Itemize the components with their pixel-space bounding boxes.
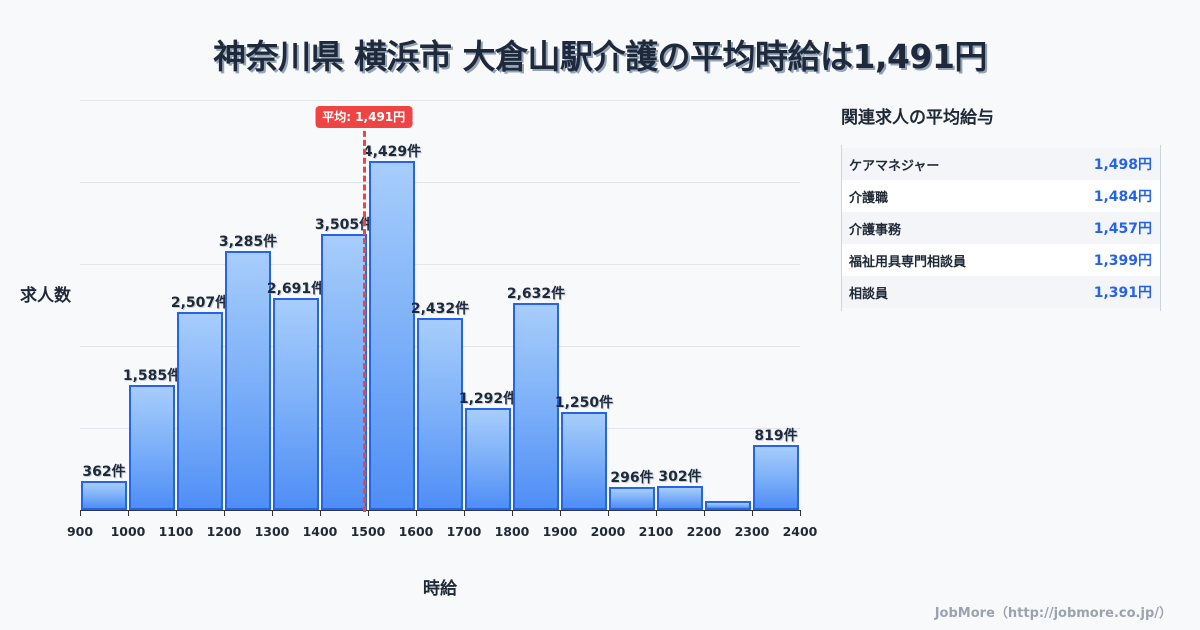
x-tick-label: 1100 <box>158 524 194 539</box>
related-job-row[interactable]: 相談員 1,391円 <box>842 276 1160 308</box>
x-tick-label: 1900 <box>542 524 578 539</box>
bar-value-label: 3,505件 <box>314 216 374 233</box>
x-tick <box>800 510 801 516</box>
histogram-bar[interactable] <box>225 251 271 510</box>
histogram-bar[interactable] <box>561 411 607 510</box>
x-tick-label: 2200 <box>686 524 722 539</box>
x-tick-label: 1600 <box>398 524 434 539</box>
x-tick-label: 1200 <box>206 524 242 539</box>
related-job-wage: 1,399円 <box>1093 253 1152 269</box>
x-tick <box>80 510 81 516</box>
related-job-wage: 1,484円 <box>1093 189 1152 205</box>
footer-credit: JobMore（http://jobmore.co.jp/） <box>934 606 1172 621</box>
x-tick <box>224 510 225 516</box>
histogram-bar[interactable] <box>609 486 655 510</box>
x-tick-label: 900 <box>66 524 94 539</box>
related-job-name: 介護職 <box>849 190 889 206</box>
x-tick-label: 2400 <box>782 524 818 539</box>
x-tick-label: 1300 <box>254 524 290 539</box>
related-job-row[interactable]: 介護職 1,484円 <box>842 180 1160 212</box>
x-tick-label: 1400 <box>302 524 338 539</box>
bar-value-label: 4,429件 <box>362 144 422 160</box>
average-badge: 平均: 1,491円 <box>315 106 413 128</box>
related-job-row[interactable]: 福祉用具専門相談員 1,399円 <box>842 244 1160 276</box>
average-line <box>362 122 366 512</box>
x-tick <box>752 510 753 516</box>
related-job-row[interactable]: 介護事務 1,457円 <box>842 212 1160 244</box>
bar-value-label: 302件 <box>658 469 702 486</box>
related-job-name: 相談員 <box>849 286 889 302</box>
x-tick <box>176 510 177 516</box>
bar-value-label: 1,250件 <box>554 394 614 411</box>
x-tick <box>272 510 273 516</box>
page-title: 神奈川県 横浜市 大倉山駅介護の平均時給は1,491円 <box>213 37 987 76</box>
bar-value-label: 2,632件 <box>506 285 566 302</box>
bar-value-label: 1,292件 <box>458 391 518 408</box>
related-job-name: ケアマネジャー <box>849 158 940 174</box>
related-job-row[interactable]: ケアマネジャー 1,498円 <box>842 148 1160 180</box>
x-tick-label: 1800 <box>494 524 530 539</box>
histogram-bar[interactable] <box>753 445 799 510</box>
related-job-name: 介護事務 <box>849 222 902 238</box>
histogram-bar[interactable] <box>705 500 751 510</box>
x-tick <box>704 510 705 516</box>
histogram-chart: 求人数 時給 362件 1,585件 2,507件 3,285件 2,691件 3,505… <box>20 100 818 599</box>
histogram-bar[interactable] <box>465 408 511 510</box>
bar-value-label: 2,691件 <box>266 280 326 297</box>
histogram-bar[interactable] <box>177 312 223 510</box>
x-tick <box>560 510 561 516</box>
related-job-name: 福祉用具専門相談員 <box>849 254 967 270</box>
related-job-wage: 1,457円 <box>1093 221 1152 237</box>
related-jobs-table: ケアマネジャー 1,498円介護職 1,484円介護事務 1,457円福祉用具専門相談… <box>841 145 1161 311</box>
bar-value-label: 3,285件 <box>218 234 278 251</box>
bar-value-label: 296件 <box>610 469 654 486</box>
x-axis-label: 時給 <box>423 579 457 599</box>
histogram-bar[interactable] <box>417 318 463 510</box>
x-tick-label: 1000 <box>110 524 146 539</box>
histogram-bar[interactable] <box>129 385 175 510</box>
gridline <box>80 264 800 265</box>
gridline <box>80 182 800 183</box>
histogram-bar[interactable] <box>513 302 559 510</box>
bar-value-label: 362件 <box>82 464 126 481</box>
related-jobs-title: 関連求人の平均給与 <box>841 108 994 128</box>
x-tick <box>128 510 129 516</box>
x-tick <box>512 510 513 516</box>
x-tick <box>320 510 321 516</box>
histogram-bar[interactable] <box>321 233 367 510</box>
x-tick <box>368 510 369 516</box>
x-tick <box>608 510 609 516</box>
x-tick <box>656 510 657 516</box>
bar-value-label: 2,507件 <box>170 295 230 312</box>
x-tick <box>464 510 465 516</box>
x-tick-label: 1500 <box>350 524 386 539</box>
histogram-bar[interactable] <box>273 297 319 510</box>
related-job-wage: 1,391円 <box>1093 285 1152 301</box>
x-tick-label: 1700 <box>446 524 482 539</box>
bar-value-label: 819件 <box>754 428 798 445</box>
x-tick-label: 2000 <box>590 524 626 539</box>
related-job-wage: 1,498円 <box>1093 157 1152 173</box>
x-axis-line <box>80 510 800 511</box>
histogram-bar[interactable] <box>657 486 703 510</box>
gridline <box>80 100 800 101</box>
x-tick-label: 2100 <box>638 524 674 539</box>
x-tick-label: 2300 <box>734 524 770 539</box>
x-tick <box>416 510 417 516</box>
bar-value-label: 1,585件 <box>122 368 182 385</box>
histogram-bar[interactable] <box>81 481 127 510</box>
histogram-bar[interactable] <box>369 161 415 510</box>
y-axis-label: 求人数 <box>20 286 71 306</box>
bar-value-label: 2,432件 <box>410 301 470 318</box>
